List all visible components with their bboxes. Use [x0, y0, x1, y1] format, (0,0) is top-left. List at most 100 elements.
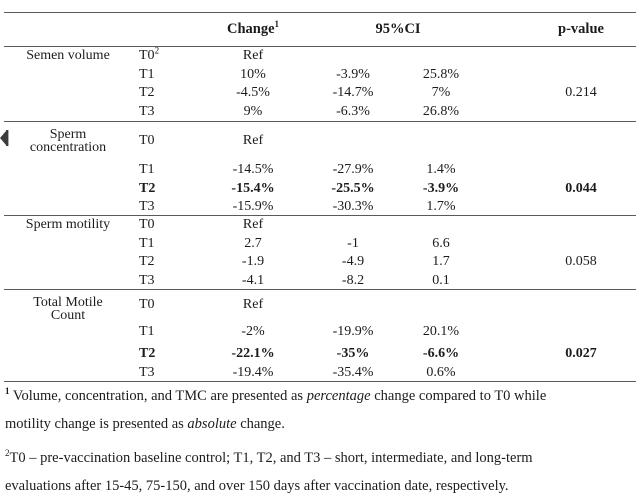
row-group-label-line2: concentration — [29, 140, 107, 155]
table-row-significant: T2 -15.4% -25.5% -3.9% 0.044 — [132, 179, 636, 198]
cell-change: -19.4% — [232, 365, 274, 380]
footnote-1-line-2: motility change is presented as absolute… — [5, 416, 285, 432]
cell-timepoint: T0 — [139, 297, 155, 312]
footnote-2-marker: 2 — [5, 448, 10, 459]
cell-ci-high: 1.7 — [432, 254, 450, 270]
footnote-2-line-2: evaluations after 15-45, 75-150, and ove… — [5, 478, 509, 494]
table-row: T1 2.7 -1 6.6 — [132, 235, 636, 254]
cell-pvalue: 0.027 — [565, 346, 597, 361]
cell-timepoint: T2 — [139, 180, 156, 196]
cell-ci-high: 26.8% — [422, 103, 460, 119]
table-row: T1 10% -3.9% 25.8% — [132, 66, 636, 85]
cell-ci-low: -4.9 — [341, 254, 365, 270]
table-header-row: Change1 95%CI p-value — [4, 12, 636, 47]
table-row: T1 -2% -19.9% 20.1% — [132, 320, 636, 344]
table-row: T1 -14.5% -27.9% 1.4% — [132, 160, 636, 179]
cell-ci-low: -6.3% — [336, 103, 370, 119]
cell-change: -2% — [241, 324, 265, 339]
cell-timepoint: T1 — [139, 161, 155, 177]
cell-timepoint: T02 — [139, 45, 160, 64]
cell-change: -1.9 — [241, 254, 265, 270]
cell-change: -4.5% — [236, 85, 270, 101]
table-footnotes: 1 Volume, concentration, and TMC are pre… — [5, 382, 633, 500]
footnote-1-marker: 1 — [5, 386, 10, 397]
cell-ci-low: -35.4% — [332, 365, 374, 380]
cell-timepoint: T2 — [139, 346, 156, 361]
cell-timepoint: T1 — [139, 324, 155, 339]
section-total-motile-count: Total Motile Count T0 Ref T1 -2% -19.9% … — [4, 290, 636, 382]
header-change: Change1 — [196, 19, 310, 38]
row-group-label: Sperm motility — [4, 216, 132, 235]
footnote-1-line-1: 1 Volume, concentration, and TMC are pre… — [5, 386, 547, 404]
row-group-label: Total Motile Count — [4, 290, 132, 323]
cell-timepoint: T3 — [139, 272, 155, 288]
cell-ci-high: 25.8% — [422, 66, 460, 82]
cell-ci-high: 20.1% — [422, 324, 460, 339]
cell-ci-low: -25.5% — [331, 180, 375, 196]
cell-ci-low: -19.9% — [332, 324, 374, 339]
cell-timepoint: T0 — [139, 133, 155, 148]
table-row: T0 Ref — [132, 122, 636, 160]
cell-ci-low: -27.9% — [332, 161, 374, 177]
section-sperm-motility: Sperm motility T0 Ref T1 2.7 -1 6.6 T2 -… — [4, 216, 636, 290]
table-row: T3 -15.9% -30.3% 1.7% — [132, 198, 636, 216]
cell-ci-high: 0.6% — [426, 365, 456, 380]
table-row: T3 9% -6.3% 26.8% — [132, 103, 636, 122]
table-row-significant: T2 -22.1% -35% -6.6% 0.027 — [132, 344, 636, 364]
left-margin-marker-icon — [0, 130, 9, 146]
cell-ci-low: -1 — [347, 235, 359, 251]
cell-change: Ref — [242, 297, 264, 312]
cell-change: -15.9% — [232, 199, 274, 214]
cell-timepoint: T3 — [139, 365, 155, 380]
table-row: T3 -19.4% -35.4% 0.6% — [132, 364, 636, 382]
cell-ci-high: 1.7% — [426, 199, 456, 214]
row-group-label-line1: Semen volume — [26, 48, 110, 63]
cell-timepoint: T1 — [139, 66, 155, 82]
header-change-label: Change — [226, 21, 275, 37]
row-group-label-line2: Count — [50, 308, 86, 323]
cell-change: -22.1% — [231, 346, 275, 361]
cell-change: Ref — [242, 217, 264, 233]
cell-change: Ref — [242, 133, 264, 148]
row-group-label-line1: Sperm — [49, 127, 87, 142]
row-group-label-line1: Sperm motility — [25, 217, 111, 232]
cell-change: 10% — [240, 66, 266, 82]
section-semen-volume: Semen volume T02 Ref T1 10% -3.9% 25.8% … — [4, 45, 636, 122]
table-row: T0 Ref — [132, 290, 636, 320]
cell-change: 9% — [243, 103, 263, 119]
cell-timepoint: T2 — [139, 254, 155, 270]
cell-timepoint: T3 — [139, 199, 155, 214]
cell-ci-low: -35% — [336, 346, 370, 361]
cell-ci-high: 6.6 — [432, 235, 450, 251]
cell-pvalue: 0.044 — [565, 180, 597, 196]
cell-change: -15.4% — [231, 180, 275, 196]
table-row: T0 Ref — [132, 216, 636, 235]
row-group-label: Semen volume — [4, 47, 132, 66]
cell-ci-high: -6.6% — [422, 346, 460, 361]
header-change-sup: 1 — [274, 19, 280, 30]
cell-ci-high: -3.9% — [422, 180, 460, 196]
cell-change: 2.7 — [244, 235, 262, 251]
header-pvalue: p-value — [558, 21, 604, 37]
cell-timepoint: T0 — [139, 217, 155, 233]
cell-change: -4.1 — [241, 272, 265, 288]
cell-ci-low: -8.2 — [341, 272, 365, 288]
footnote-2-line-1: 2T0 – pre-vaccination baseline control; … — [5, 448, 533, 466]
cell-ci-low: -14.7% — [332, 85, 374, 101]
table-row: T2 -4.5% -14.7% 7% 0.214 — [132, 84, 636, 103]
cell-pvalue: 0.058 — [565, 254, 597, 270]
cell-change: Ref — [242, 48, 264, 64]
row-group-label-line1: Total Motile — [33, 295, 103, 310]
cell-ci-low: -30.3% — [332, 199, 374, 214]
cell-timepoint: T3 — [139, 103, 155, 119]
row-group-label: Sperm concentration — [4, 122, 132, 155]
cell-change: -14.5% — [232, 161, 274, 177]
cell-pvalue: 0.214 — [565, 85, 597, 101]
cell-ci-low: -3.9% — [336, 66, 370, 82]
cell-ci-high: 1.4% — [426, 161, 456, 177]
table-row: T02 Ref — [132, 45, 636, 66]
cell-ci-high: 7% — [431, 85, 451, 101]
cell-timepoint: T2 — [139, 85, 155, 101]
cell-timepoint: T1 — [139, 235, 155, 251]
